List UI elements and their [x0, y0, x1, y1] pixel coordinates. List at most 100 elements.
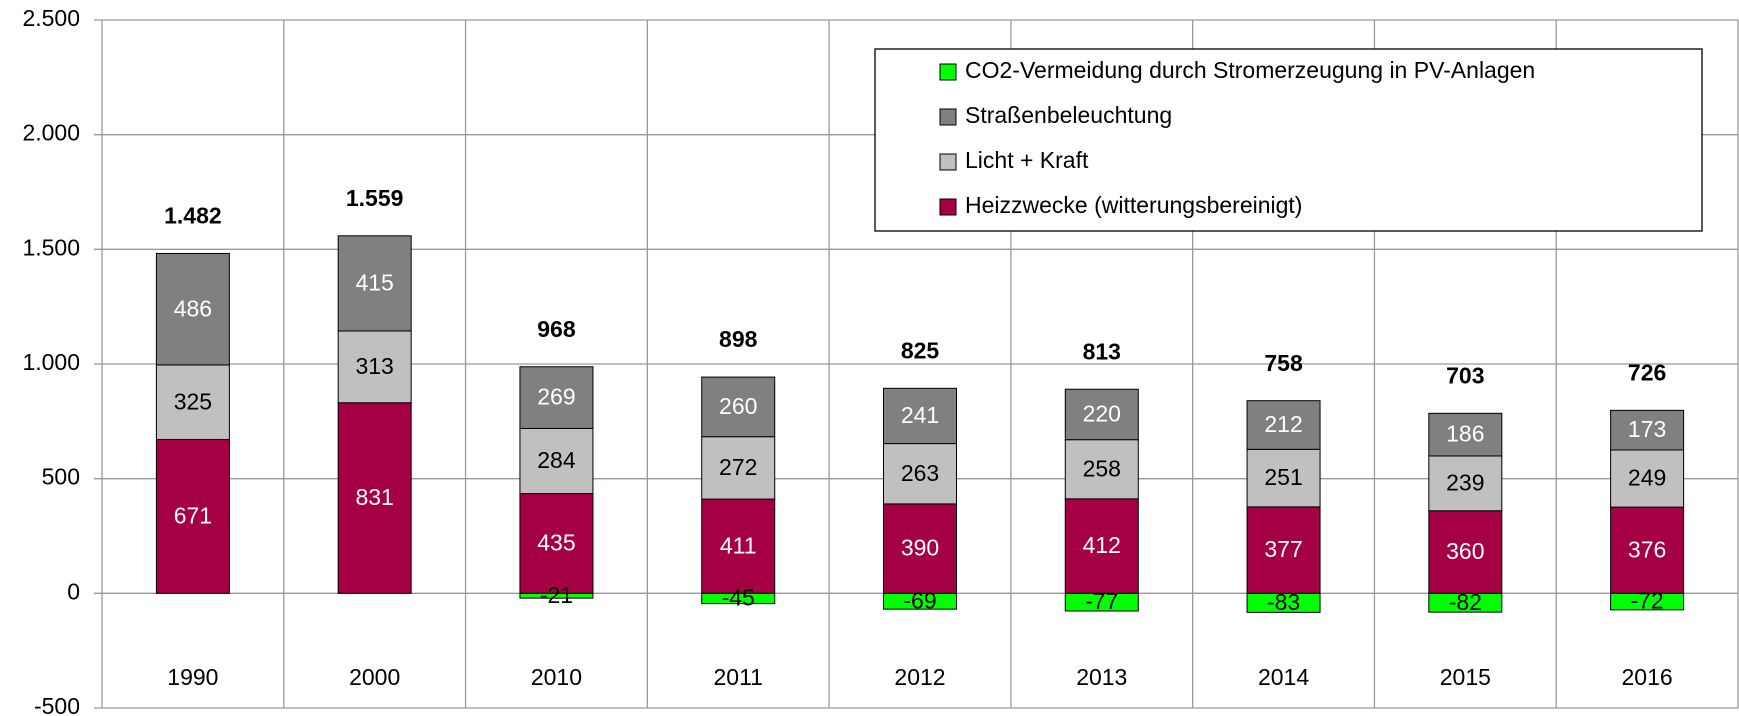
- y-tick-label: 500: [42, 464, 80, 490]
- bar-segment: [1246, 506, 1321, 594]
- bar-segment: [337, 235, 412, 332]
- bar-segment: [701, 498, 776, 594]
- bar-segment: [337, 402, 412, 594]
- bar-segment: [1064, 439, 1139, 500]
- x-tick-label: 2010: [531, 664, 582, 690]
- bar-segment: [1064, 498, 1139, 594]
- value-label: 325: [174, 388, 212, 414]
- value-label: 313: [355, 353, 393, 379]
- y-tick-label: 1.000: [22, 349, 80, 375]
- bar-segment: [337, 330, 412, 404]
- bar-segment: [701, 376, 776, 438]
- total-label: 1.482: [164, 203, 222, 229]
- legend-label: Licht + Kraft: [965, 147, 1089, 173]
- y-tick-label: 0: [67, 578, 80, 604]
- bar-segment: [519, 427, 594, 495]
- bar-segment: [155, 438, 230, 594]
- legend-swatch: [939, 63, 957, 81]
- x-tick-label: 2012: [894, 664, 945, 690]
- total-label: 758: [1264, 350, 1303, 376]
- value-label: 249: [1628, 465, 1666, 491]
- value-label: 284: [537, 447, 576, 473]
- value-label: -77: [1085, 588, 1118, 614]
- total-label: 898: [719, 326, 758, 352]
- value-label: 435: [537, 530, 575, 556]
- value-label: -72: [1630, 588, 1663, 614]
- value-label: 360: [1446, 538, 1484, 564]
- bar-segment: [155, 364, 230, 440]
- y-tick-label: 1.500: [22, 234, 80, 260]
- value-label: -45: [722, 585, 755, 611]
- total-label: 1.559: [346, 185, 404, 211]
- value-label: 390: [901, 535, 939, 561]
- value-label: 377: [1264, 536, 1302, 562]
- x-tick-label: 2011: [713, 664, 762, 690]
- x-tick-label: 2013: [1076, 664, 1127, 690]
- bar-segment: [1428, 510, 1503, 594]
- bar-segment: [519, 366, 594, 429]
- x-tick-label: 2015: [1440, 664, 1491, 690]
- value-label: 411: [720, 532, 757, 558]
- bar-segment: [1246, 400, 1321, 450]
- value-label: 269: [537, 384, 575, 410]
- bar-segment: [883, 592, 957, 610]
- x-tick-label: 2016: [1622, 664, 1673, 690]
- x-tick-label: 2014: [1258, 664, 1309, 690]
- bar-segment: [701, 436, 776, 500]
- total-label: 825: [901, 337, 940, 363]
- bar-segment: [883, 387, 957, 445]
- legend-box: [874, 48, 1703, 232]
- bar-segment: [1246, 592, 1321, 613]
- bar-segment: [1246, 448, 1321, 508]
- legend-label: Heizzwecke (witterungsbereinigt): [965, 192, 1302, 218]
- bar-segment: [701, 592, 776, 605]
- legend-swatch: [939, 153, 957, 171]
- value-label: 258: [1083, 455, 1121, 481]
- y-tick-label: -500: [34, 693, 80, 716]
- total-label: 726: [1628, 359, 1666, 385]
- y-tick-label: 2.000: [22, 120, 80, 146]
- value-label: 415: [355, 269, 393, 295]
- bar-segment: [1064, 592, 1139, 612]
- value-label: -83: [1267, 589, 1300, 615]
- bar-segment: [1610, 592, 1685, 611]
- y-tick-label: 2.500: [22, 5, 80, 31]
- value-label: 241: [901, 402, 939, 428]
- value-label: -69: [903, 587, 936, 613]
- legend-label: Straßenbeleuchtung: [965, 102, 1172, 128]
- bar-segment: [1428, 455, 1503, 512]
- legend-swatch: [939, 108, 957, 126]
- value-label: 212: [1264, 411, 1302, 437]
- value-label: 376: [1628, 536, 1666, 562]
- bar-segment: [1610, 449, 1685, 508]
- x-tick-label: 1990: [167, 664, 218, 690]
- value-label: 239: [1446, 469, 1484, 495]
- value-label: -21: [540, 582, 573, 608]
- value-label: 251: [1264, 464, 1302, 490]
- total-label: 968: [537, 316, 576, 342]
- value-label: 412: [1083, 532, 1121, 558]
- value-label: 486: [174, 295, 212, 321]
- legend-label: CO2-Vermeidung durch Stromerzeugung in P…: [965, 57, 1535, 83]
- bar-segment: [1610, 409, 1685, 451]
- value-label: 260: [719, 393, 757, 419]
- value-label: -82: [1449, 589, 1482, 615]
- value-label: 272: [719, 454, 757, 480]
- bar-segment: [1064, 388, 1139, 441]
- x-tick-label: 2000: [349, 664, 400, 690]
- bar-segment: [155, 252, 230, 366]
- value-label: 671: [174, 502, 212, 528]
- value-label: 186: [1446, 421, 1484, 447]
- bar-segment: [883, 503, 957, 594]
- bar-segment: [519, 592, 594, 599]
- total-label: 813: [1083, 338, 1121, 364]
- value-label: 173: [1628, 416, 1666, 442]
- value-label: 220: [1083, 401, 1121, 427]
- bar-segment: [883, 443, 957, 505]
- total-label: 703: [1446, 362, 1484, 388]
- value-label: 831: [355, 484, 393, 510]
- bar-segment: [1428, 592, 1503, 613]
- bar-segment: [1428, 412, 1503, 457]
- value-label: 263: [901, 460, 939, 486]
